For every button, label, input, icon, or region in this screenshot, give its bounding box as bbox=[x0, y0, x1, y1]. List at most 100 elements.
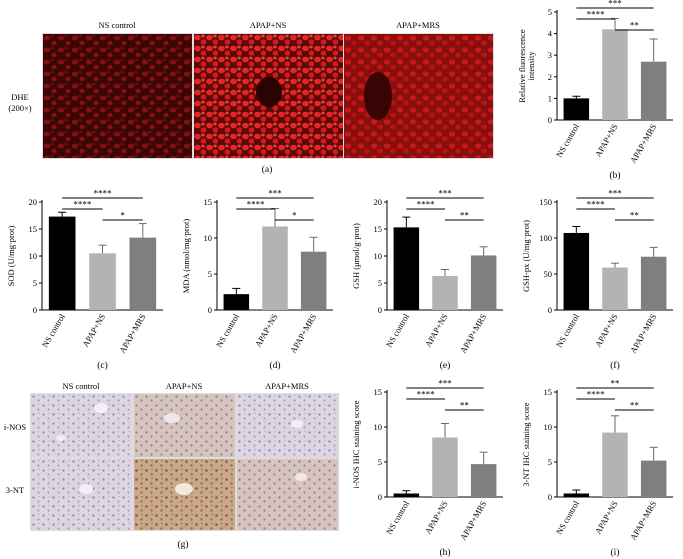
y-axis-label: Relative fluorescence bbox=[517, 29, 527, 103]
dhe-image-ns-control bbox=[42, 33, 193, 159]
x-category-label: APAP+MRS bbox=[628, 122, 659, 165]
y-tick-label: 15 bbox=[29, 224, 38, 234]
y-axis-label: GSH-px (U/mg·prot) bbox=[521, 220, 531, 292]
y-tick-label: 5 bbox=[378, 278, 382, 288]
significance-marker: **** bbox=[587, 200, 606, 210]
bar-0 bbox=[48, 216, 76, 310]
chart-b-relative-fluorescence: 0 1 2 3 4 5 Relative fluorescence intensity NS c… bbox=[515, 0, 683, 182]
chart-i-svg: 0 5 10 15 3-NT IHC staining score NS control A… bbox=[521, 379, 673, 558]
ihc-column-title-apap-ns: APAP+NS bbox=[165, 381, 203, 391]
significance-marker: *** bbox=[608, 189, 622, 199]
y-tick-label: 10 bbox=[374, 251, 383, 261]
significance-marker: * bbox=[292, 211, 297, 221]
bar-2 bbox=[300, 251, 327, 310]
chart-b-svg: 0 1 2 3 4 5 Relative fluorescence intensity NS c… bbox=[517, 0, 673, 181]
bar-1 bbox=[432, 275, 458, 310]
significance-marker: *** bbox=[438, 189, 452, 199]
x-category-label: APAP+NS bbox=[253, 312, 280, 349]
bar-0 bbox=[563, 232, 590, 310]
significance-marker: **** bbox=[417, 390, 436, 400]
x-category-label: NS control bbox=[214, 311, 242, 349]
dhe-row-label-line-1: DHE bbox=[11, 92, 29, 102]
significance-marker: **** bbox=[417, 200, 436, 210]
x-category-label: APAP+MRS bbox=[628, 312, 659, 355]
ihc-image-3nt-apap-mrs bbox=[236, 458, 339, 531]
y-tick-label: 15 bbox=[374, 224, 383, 234]
y-tick-label: 0 bbox=[33, 305, 37, 315]
chart-h-svg: 0 5 10 15 i-NOS IHC staining score NS control… bbox=[351, 379, 503, 558]
chart-d-mda: 0 5 10 15 MDA (nmol/mg·prot) NS control APAP+N… bbox=[175, 182, 345, 372]
bar-1 bbox=[602, 29, 628, 121]
ihc-image-3nt-ns-control bbox=[30, 458, 133, 531]
y-tick-label: 0 bbox=[548, 115, 552, 125]
significance-marker: **** bbox=[94, 189, 113, 199]
significance-marker: ** bbox=[630, 401, 640, 411]
x-category-label: NS control bbox=[40, 311, 68, 349]
dhe-column-title-apap-mrs: APAP+MRS bbox=[396, 20, 440, 30]
bar-0 bbox=[563, 493, 590, 497]
x-category-label: APAP+MRS bbox=[458, 499, 489, 542]
bar-0 bbox=[393, 493, 420, 497]
panel-label-i: (i) bbox=[611, 547, 620, 558]
bar-2 bbox=[640, 460, 667, 497]
y-tick-label: 5 bbox=[208, 269, 212, 279]
chart-h-inos-ihc: 0 5 10 15 i-NOS IHC staining score NS control… bbox=[345, 372, 515, 559]
significance-marker: ** bbox=[630, 21, 640, 31]
chart-d-svg: 0 5 10 15 MDA (nmol/mg·prot) NS control APAP+N… bbox=[181, 189, 333, 371]
x-category-label: APAP+NS bbox=[423, 312, 450, 349]
y-tick-label: 10 bbox=[29, 251, 38, 261]
significance-marker: **** bbox=[587, 390, 606, 400]
y-tick-label: 5 bbox=[548, 457, 552, 467]
bar-1 bbox=[602, 267, 628, 310]
chart-e-svg: 0 5 10 15 20 GSH (μmol/g·prot) NS control APAP+… bbox=[351, 189, 503, 371]
y-tick-label: 20 bbox=[374, 197, 383, 207]
y-tick-label: 0 bbox=[208, 305, 212, 315]
y-tick-label: 50 bbox=[544, 269, 553, 279]
panel-label-d: (d) bbox=[269, 360, 280, 371]
chart-c-sod: 0 5 10 15 20 SOD (U/mg·prot) NS control APAP+NS… bbox=[0, 182, 175, 372]
bar-1 bbox=[602, 432, 628, 497]
significance-marker: * bbox=[120, 211, 125, 221]
bar-1 bbox=[432, 437, 458, 497]
significance-marker: *** bbox=[268, 189, 282, 199]
x-category-label: APAP+MRS bbox=[288, 312, 319, 355]
y-tick-label: 10 bbox=[544, 422, 553, 432]
bar-2 bbox=[470, 255, 497, 310]
y-tick-label: 5 bbox=[33, 278, 37, 288]
y-tick-label: 15 bbox=[544, 387, 553, 397]
y-tick-label: 5 bbox=[548, 7, 552, 17]
x-category-label: APAP+MRS bbox=[628, 499, 659, 542]
y-tick-label: 10 bbox=[204, 233, 213, 243]
y-axis-label: i-NOS IHC staining score bbox=[351, 400, 361, 488]
dhe-image-apap-ns bbox=[193, 33, 344, 159]
x-category-label: NS control bbox=[384, 498, 412, 536]
ihc-row-label-3nt: 3-NT bbox=[5, 485, 25, 495]
ihc-column-title-apap-mrs: APAP+MRS bbox=[265, 381, 309, 391]
panel-label-e: (e) bbox=[440, 360, 451, 371]
significance-marker: ** bbox=[630, 211, 640, 221]
x-category-label: APAP+NS bbox=[593, 312, 620, 349]
significance-marker: **** bbox=[587, 10, 606, 20]
y-tick-label: 1 bbox=[548, 93, 552, 103]
y-tick-label: 0 bbox=[378, 305, 382, 315]
bar-1 bbox=[89, 253, 116, 310]
bar-0 bbox=[393, 227, 420, 310]
dhe-image-apap-mrs-texture bbox=[344, 34, 493, 158]
y-axis-label: 3-NT IHC staining score bbox=[521, 402, 531, 486]
y-tick-label: 20 bbox=[29, 197, 38, 207]
x-category-label: NS control bbox=[384, 311, 412, 349]
x-category-label: NS control bbox=[554, 121, 582, 159]
x-category-label: NS control bbox=[554, 498, 582, 536]
y-tick-label: 5 bbox=[378, 457, 382, 467]
bar-2 bbox=[640, 61, 667, 120]
y-tick-label: 10 bbox=[374, 422, 383, 432]
y-axis-label: GSH (μmol/g·prot) bbox=[351, 223, 361, 289]
ihc-image-inos-apap-mrs bbox=[236, 393, 339, 458]
ihc-image-inos-apap-ns bbox=[133, 393, 236, 458]
significance-marker: ** bbox=[460, 211, 470, 221]
significance-marker: *** bbox=[608, 0, 622, 9]
y-tick-label: 100 bbox=[539, 233, 552, 243]
ihc-column-title-ns-control: NS control bbox=[62, 381, 100, 391]
y-axis-label: SOD (U/mg·prot) bbox=[6, 225, 16, 286]
y-tick-label: 3 bbox=[548, 50, 552, 60]
